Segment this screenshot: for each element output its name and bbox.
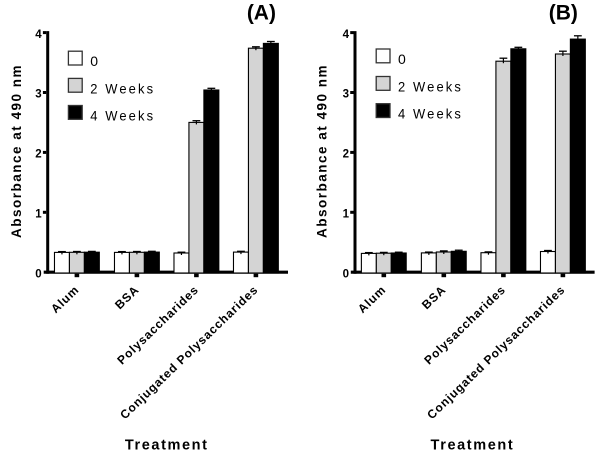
svg-text:Absorbance at 490 nm: Absorbance at 490 nm [314, 64, 329, 238]
svg-text:(B): (B) [549, 2, 578, 25]
svg-text:0: 0 [90, 53, 100, 69]
svg-text:1: 1 [35, 209, 42, 221]
svg-text:4: 4 [343, 29, 350, 41]
svg-text:3: 3 [343, 89, 349, 101]
svg-text:Treatment: Treatment [125, 437, 209, 453]
svg-text:2 Weeks: 2 Weeks [398, 79, 463, 95]
svg-text:3: 3 [35, 89, 41, 101]
svg-text:2: 2 [35, 149, 41, 161]
svg-text:0: 0 [343, 268, 349, 280]
svg-text:(A): (A) [247, 2, 276, 25]
svg-text:1: 1 [343, 209, 350, 221]
svg-text:0: 0 [35, 268, 41, 280]
svg-text:4 Weeks: 4 Weeks [398, 106, 463, 122]
svg-text:0: 0 [398, 51, 408, 67]
svg-text:Treatment: Treatment [431, 437, 515, 453]
svg-text:4 Weeks: 4 Weeks [90, 108, 155, 124]
svg-text:4: 4 [35, 29, 42, 41]
svg-text:2 Weeks: 2 Weeks [90, 80, 155, 96]
svg-text:2: 2 [343, 149, 349, 161]
svg-text:Absorbance at 490 nm: Absorbance at 490 nm [9, 64, 24, 238]
